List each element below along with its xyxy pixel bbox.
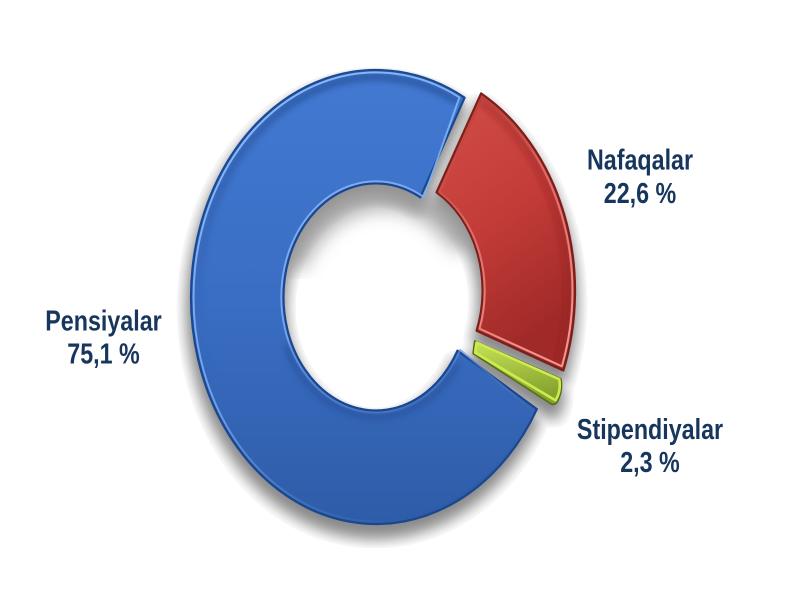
- svg-text:Stipendiyalar: Stipendiyalar: [577, 413, 723, 446]
- svg-text:Pensiyalar: Pensiyalar: [45, 304, 161, 337]
- svg-text:22,6 %: 22,6 %: [604, 177, 676, 210]
- svg-text:75,1 %: 75,1 %: [67, 337, 139, 370]
- svg-text:Nafaqalar: Nafaqalar: [587, 143, 693, 176]
- svg-text:2,3 %: 2,3 %: [620, 446, 680, 479]
